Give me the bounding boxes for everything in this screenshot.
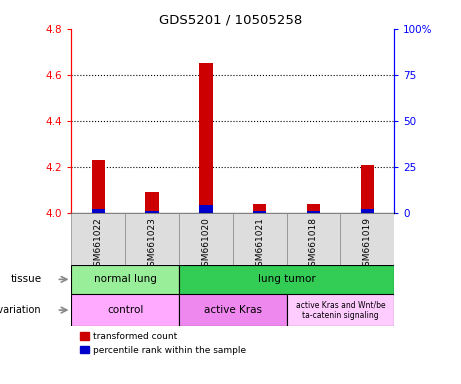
- Text: tissue: tissue: [10, 274, 41, 285]
- Text: control: control: [107, 305, 143, 315]
- Text: GSM661020: GSM661020: [201, 217, 210, 272]
- Legend: transformed count, percentile rank within the sample: transformed count, percentile rank withi…: [76, 329, 250, 358]
- Bar: [145, 211, 159, 213]
- Text: GSM661018: GSM661018: [309, 217, 318, 272]
- Bar: [92, 160, 105, 213]
- Bar: [253, 204, 266, 213]
- Bar: [199, 63, 213, 213]
- Text: lung tumor: lung tumor: [258, 274, 315, 285]
- Bar: [361, 165, 374, 213]
- Bar: [307, 204, 320, 213]
- FancyBboxPatch shape: [287, 294, 394, 326]
- Text: normal lung: normal lung: [94, 274, 157, 285]
- Bar: [253, 211, 266, 213]
- Bar: [145, 192, 159, 213]
- FancyBboxPatch shape: [125, 213, 179, 265]
- FancyBboxPatch shape: [71, 294, 179, 326]
- Text: genotype/variation: genotype/variation: [0, 305, 41, 315]
- FancyBboxPatch shape: [233, 213, 287, 265]
- Text: active Kras: active Kras: [204, 305, 262, 315]
- Text: GDS5201 / 10505258: GDS5201 / 10505258: [159, 13, 302, 26]
- Text: GSM661019: GSM661019: [363, 217, 372, 272]
- FancyBboxPatch shape: [179, 213, 233, 265]
- Bar: [307, 211, 320, 213]
- Text: GSM661021: GSM661021: [255, 217, 264, 272]
- Text: GSM661023: GSM661023: [148, 217, 157, 272]
- FancyBboxPatch shape: [179, 294, 287, 326]
- FancyBboxPatch shape: [179, 265, 394, 294]
- Text: active Kras and Wnt/be
ta-catenin signaling: active Kras and Wnt/be ta-catenin signal…: [296, 300, 385, 320]
- FancyBboxPatch shape: [287, 213, 340, 265]
- Bar: [361, 209, 374, 213]
- Bar: [92, 209, 105, 213]
- FancyBboxPatch shape: [340, 213, 394, 265]
- FancyBboxPatch shape: [71, 265, 179, 294]
- Text: GSM661022: GSM661022: [94, 217, 103, 272]
- FancyBboxPatch shape: [71, 213, 125, 265]
- Bar: [199, 205, 213, 213]
